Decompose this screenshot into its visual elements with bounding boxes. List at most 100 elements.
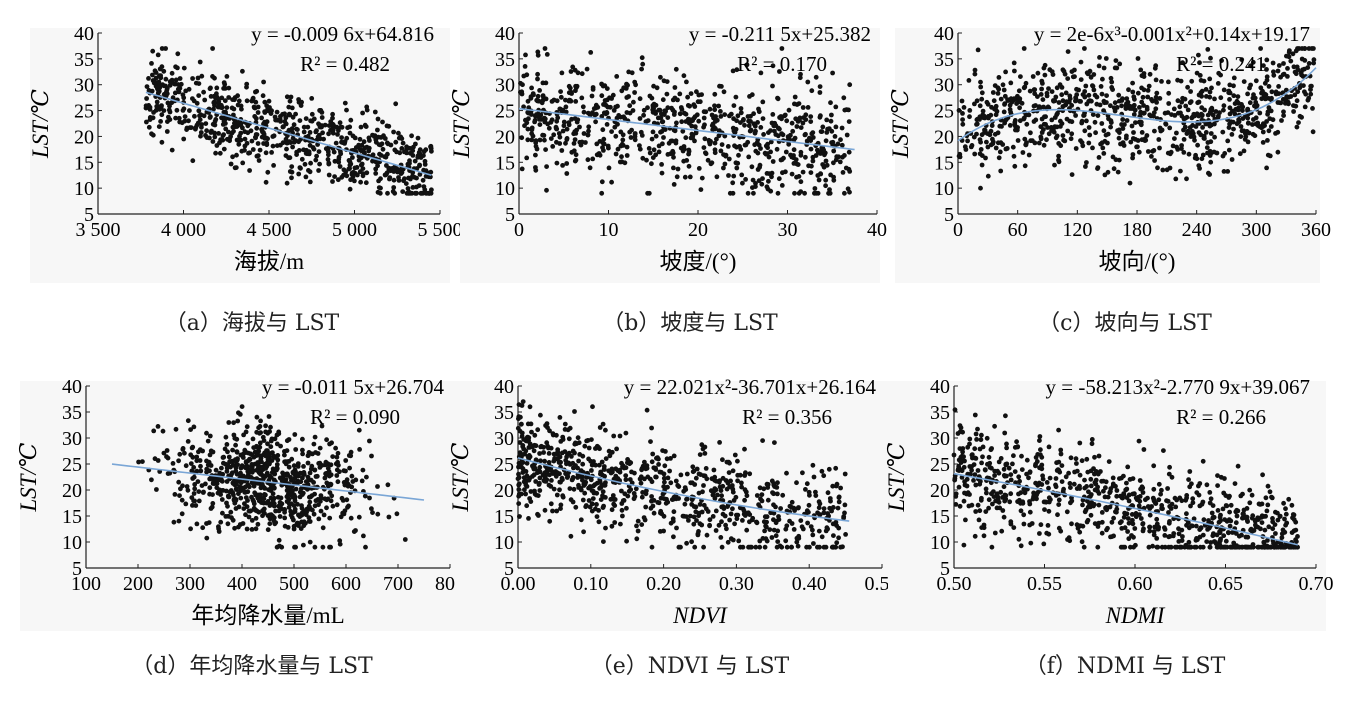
data-point [356,157,362,163]
data-point [1265,483,1271,489]
data-point [373,171,379,176]
data-point [180,483,185,489]
data-point [163,46,169,51]
data-point [525,98,531,104]
data-point [183,463,189,469]
data-point [972,151,978,157]
data-point [161,108,167,113]
data-point [1016,536,1022,542]
data-point [1256,501,1262,507]
data-point [617,433,623,439]
data-point [668,480,674,486]
data-point [1082,46,1087,51]
data-point [726,156,732,162]
data-point [1267,116,1273,121]
data-point [646,146,652,151]
data-point [846,119,852,124]
data-point [194,100,200,106]
data-point [1066,535,1072,541]
data-point [324,437,329,443]
data-point [820,162,826,167]
data-point [1124,480,1129,486]
data-point [1147,71,1153,77]
data-point [1167,125,1173,131]
r-squared-label: R² = 0.170 [737,52,827,76]
data-point [153,70,159,75]
data-point [632,90,637,95]
data-point [245,474,250,480]
data-point [766,178,771,184]
data-point [1120,117,1126,122]
data-point [1301,83,1306,88]
y-tick-label: 20 [494,480,514,502]
data-point [783,169,788,175]
data-point [1090,145,1095,151]
data-point [990,139,996,145]
data-point [1278,100,1284,106]
data-point [226,85,232,91]
data-point [1239,102,1244,107]
data-point [1144,106,1150,112]
data-point [961,105,967,110]
x-tick-label: 180 [1122,219,1152,241]
data-point [831,533,836,538]
data-point [1207,490,1213,495]
data-point [956,466,961,472]
y-tick-label: 10 [934,178,954,200]
data-point [810,135,816,140]
data-point [1207,76,1213,82]
data-point [263,492,268,498]
data-point [1152,65,1158,71]
y-tick-label: 15 [74,152,94,174]
data-point [293,486,299,492]
x-axis-label: 年均降水量/mL [191,603,344,628]
data-point [286,505,292,510]
data-point [698,187,704,193]
data-point [242,136,248,142]
data-point [1223,503,1229,508]
data-point [207,433,213,439]
data-point [587,504,593,510]
data-point [690,464,696,470]
data-point [185,439,191,444]
data-point [254,132,260,138]
panel-background [895,28,1320,283]
data-point [1125,529,1130,534]
data-point [1012,68,1017,74]
y-tick-label: 15 [62,506,82,528]
r-squared-label: R² = 0.356 [742,405,832,429]
data-point [1004,461,1010,467]
data-point [542,116,548,122]
data-point [161,68,167,74]
data-point [1245,91,1250,97]
data-point [1080,523,1086,529]
data-point [773,533,779,539]
data-point [548,445,554,451]
data-point [1140,94,1146,100]
data-point [596,151,602,156]
data-point [197,113,202,119]
data-point [985,173,991,179]
data-point [370,510,375,515]
data-point [153,107,159,113]
data-point [997,149,1003,155]
data-point [1308,91,1314,97]
data-point [612,503,618,508]
x-tick-label: 0.10 [573,573,608,595]
data-point [991,98,997,104]
data-point [631,496,637,502]
data-point [327,441,332,447]
data-point [264,119,270,125]
data-point [347,186,353,192]
data-point [734,67,740,73]
data-point [1070,74,1076,80]
data-point [1164,167,1170,173]
data-point [1215,473,1220,478]
data-point [842,153,847,158]
data-point [833,104,839,110]
data-point [1108,124,1113,130]
data-point [575,70,581,76]
data-point [791,161,797,166]
data-point [1092,454,1097,460]
data-point [1146,544,1152,550]
